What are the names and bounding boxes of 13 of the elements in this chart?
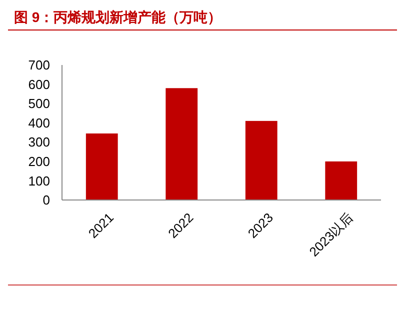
y-tick-label: 100 — [28, 173, 50, 188]
y-tick-label: 700 — [28, 58, 50, 73]
y-tick-label: 500 — [28, 96, 50, 112]
bar — [166, 88, 198, 200]
bar — [245, 120, 278, 200]
y-tick-label: 400 — [28, 115, 50, 130]
y-tick-label: 600 — [28, 76, 50, 92]
bar — [86, 133, 118, 200]
y-tick-label: 200 — [28, 154, 50, 169]
chart-title: 图 9：丙烯规划新增产能（万吨） — [14, 9, 222, 25]
bar — [325, 161, 358, 200]
y-tick-label: 0 — [42, 192, 50, 208]
y-tick-label: 300 — [28, 134, 50, 150]
